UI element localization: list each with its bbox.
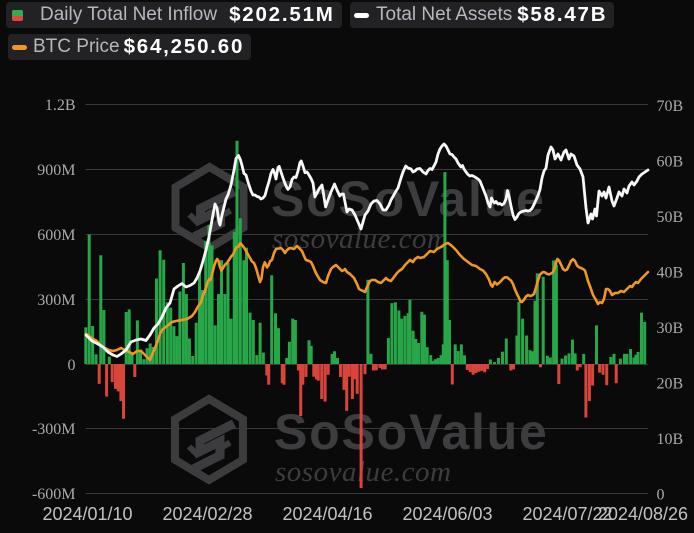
svg-text:70B: 70B (657, 98, 684, 115)
svg-text:SoSoValue: SoSoValue (274, 404, 549, 460)
svg-text:2024/04/16: 2024/04/16 (282, 504, 372, 524)
svg-text:2024/06/03: 2024/06/03 (402, 504, 492, 524)
svg-text:900M: 900M (37, 162, 75, 179)
svg-text:2024/02/28: 2024/02/28 (162, 504, 252, 524)
svg-text:20B: 20B (657, 375, 684, 392)
svg-text:40B: 40B (657, 264, 684, 281)
svg-text:0: 0 (68, 357, 76, 374)
svg-text:300M: 300M (37, 292, 75, 309)
svg-text:-600M: -600M (32, 486, 76, 503)
svg-text:SoSoValue: SoSoValue (271, 171, 546, 227)
svg-text:2024/08/26: 2024/08/26 (598, 504, 688, 524)
svg-text:-300M: -300M (32, 421, 76, 438)
svg-text:sosovalue.com: sosovalue.com (275, 456, 451, 488)
svg-text:2024/07/22: 2024/07/22 (522, 504, 612, 524)
svg-text:600M: 600M (37, 227, 75, 244)
svg-text:60B: 60B (657, 153, 684, 170)
svg-text:10B: 10B (657, 431, 684, 448)
svg-text:2024/01/10: 2024/01/10 (42, 504, 132, 524)
svg-text:0: 0 (657, 486, 665, 503)
svg-text:50B: 50B (657, 209, 684, 226)
svg-text:1.2B: 1.2B (45, 97, 76, 114)
svg-text:30B: 30B (657, 320, 684, 337)
